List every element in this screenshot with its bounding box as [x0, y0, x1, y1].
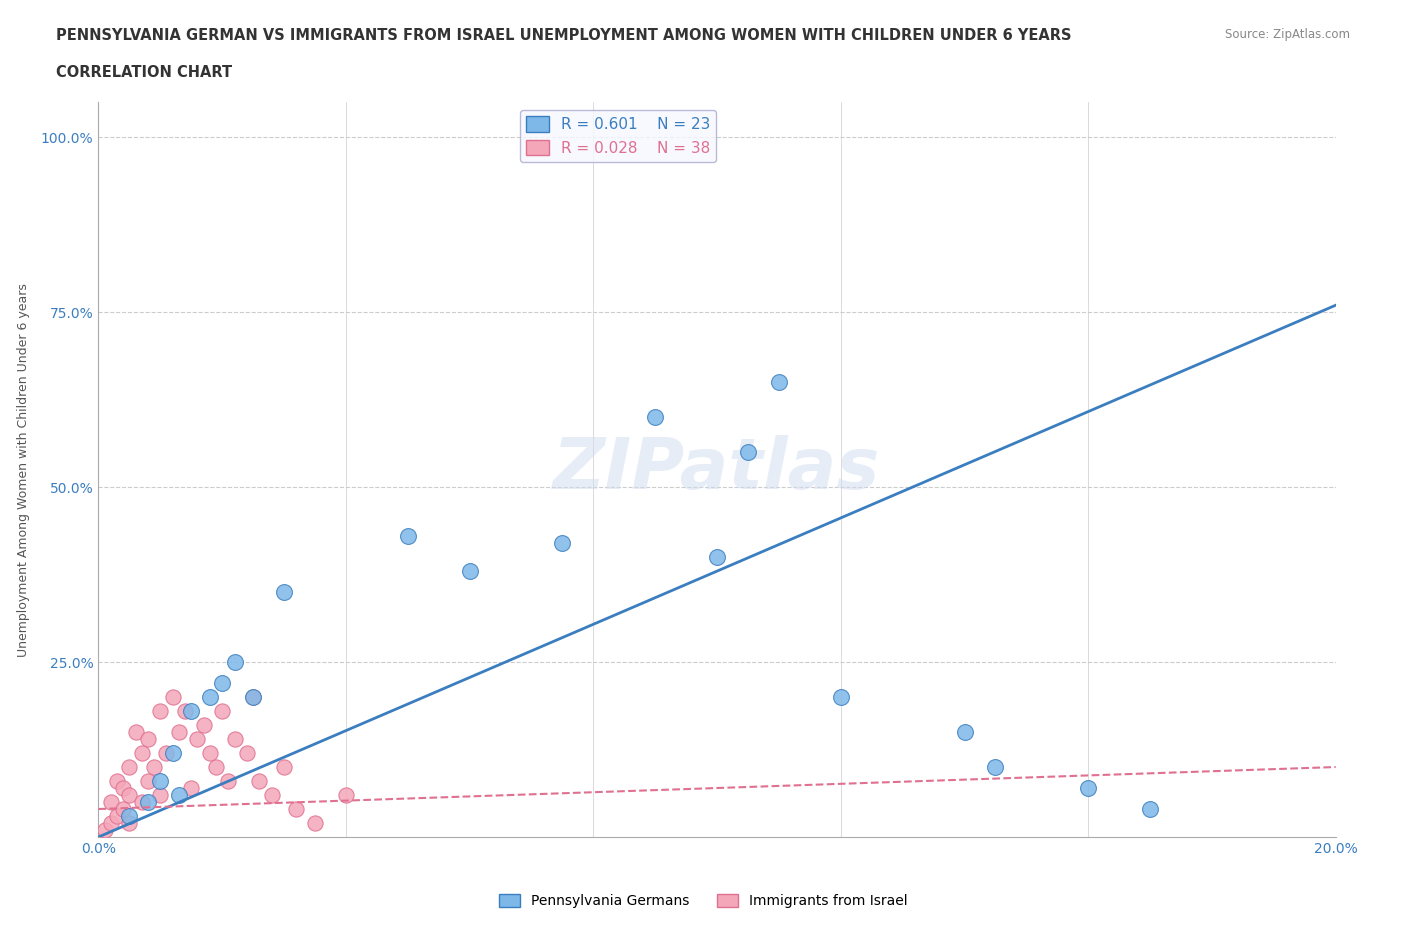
Point	[131, 746, 153, 761]
Point	[198, 690, 221, 705]
Legend: Pennsylvania Germans, Immigrants from Israel: Pennsylvania Germans, Immigrants from Is…	[494, 889, 912, 914]
Point	[167, 788, 190, 803]
Point	[211, 704, 233, 719]
Point	[198, 746, 221, 761]
Point	[211, 675, 233, 690]
Point	[100, 794, 122, 809]
Point	[242, 690, 264, 705]
Point	[162, 746, 184, 761]
Point	[737, 445, 759, 459]
Point	[205, 760, 228, 775]
Point	[112, 780, 135, 795]
Point	[260, 788, 283, 803]
Point	[118, 760, 141, 775]
Point	[984, 760, 1007, 775]
Point	[830, 690, 852, 705]
Point	[174, 704, 197, 719]
Point	[335, 788, 357, 803]
Point	[136, 732, 159, 747]
Point	[136, 794, 159, 809]
Point	[180, 780, 202, 795]
Text: ZIPatlas: ZIPatlas	[554, 435, 880, 504]
Point	[112, 802, 135, 817]
Point	[304, 816, 326, 830]
Point	[131, 794, 153, 809]
Point	[124, 724, 146, 739]
Point	[105, 774, 128, 789]
Point	[768, 375, 790, 390]
Point	[100, 816, 122, 830]
Point	[1077, 780, 1099, 795]
Point	[273, 760, 295, 775]
Legend: R = 0.601    N = 23, R = 0.028    N = 38: R = 0.601 N = 23, R = 0.028 N = 38	[520, 110, 717, 162]
Point	[396, 528, 419, 543]
Point	[186, 732, 208, 747]
Point	[118, 808, 141, 823]
Text: PENNSYLVANIA GERMAN VS IMMIGRANTS FROM ISRAEL UNEMPLOYMENT AMONG WOMEN WITH CHIL: PENNSYLVANIA GERMAN VS IMMIGRANTS FROM I…	[56, 28, 1071, 43]
Point	[143, 760, 166, 775]
Point	[706, 550, 728, 565]
Point	[118, 816, 141, 830]
Point	[155, 746, 177, 761]
Text: Source: ZipAtlas.com: Source: ZipAtlas.com	[1225, 28, 1350, 41]
Point	[136, 774, 159, 789]
Point	[224, 732, 246, 747]
Point	[242, 690, 264, 705]
Point	[167, 724, 190, 739]
Point	[149, 774, 172, 789]
Point	[551, 536, 574, 551]
Point	[247, 774, 270, 789]
Point	[458, 564, 481, 578]
Point	[1139, 802, 1161, 817]
Point	[224, 655, 246, 670]
Point	[193, 718, 215, 733]
Point	[162, 690, 184, 705]
Y-axis label: Unemployment Among Women with Children Under 6 years: Unemployment Among Women with Children U…	[17, 283, 30, 657]
Point	[105, 808, 128, 823]
Point	[273, 585, 295, 600]
Point	[149, 704, 172, 719]
Point	[285, 802, 308, 817]
Point	[93, 822, 115, 837]
Point	[217, 774, 239, 789]
Text: CORRELATION CHART: CORRELATION CHART	[56, 65, 232, 80]
Point	[953, 724, 976, 739]
Point	[149, 788, 172, 803]
Point	[644, 410, 666, 425]
Point	[180, 704, 202, 719]
Point	[118, 788, 141, 803]
Point	[236, 746, 259, 761]
